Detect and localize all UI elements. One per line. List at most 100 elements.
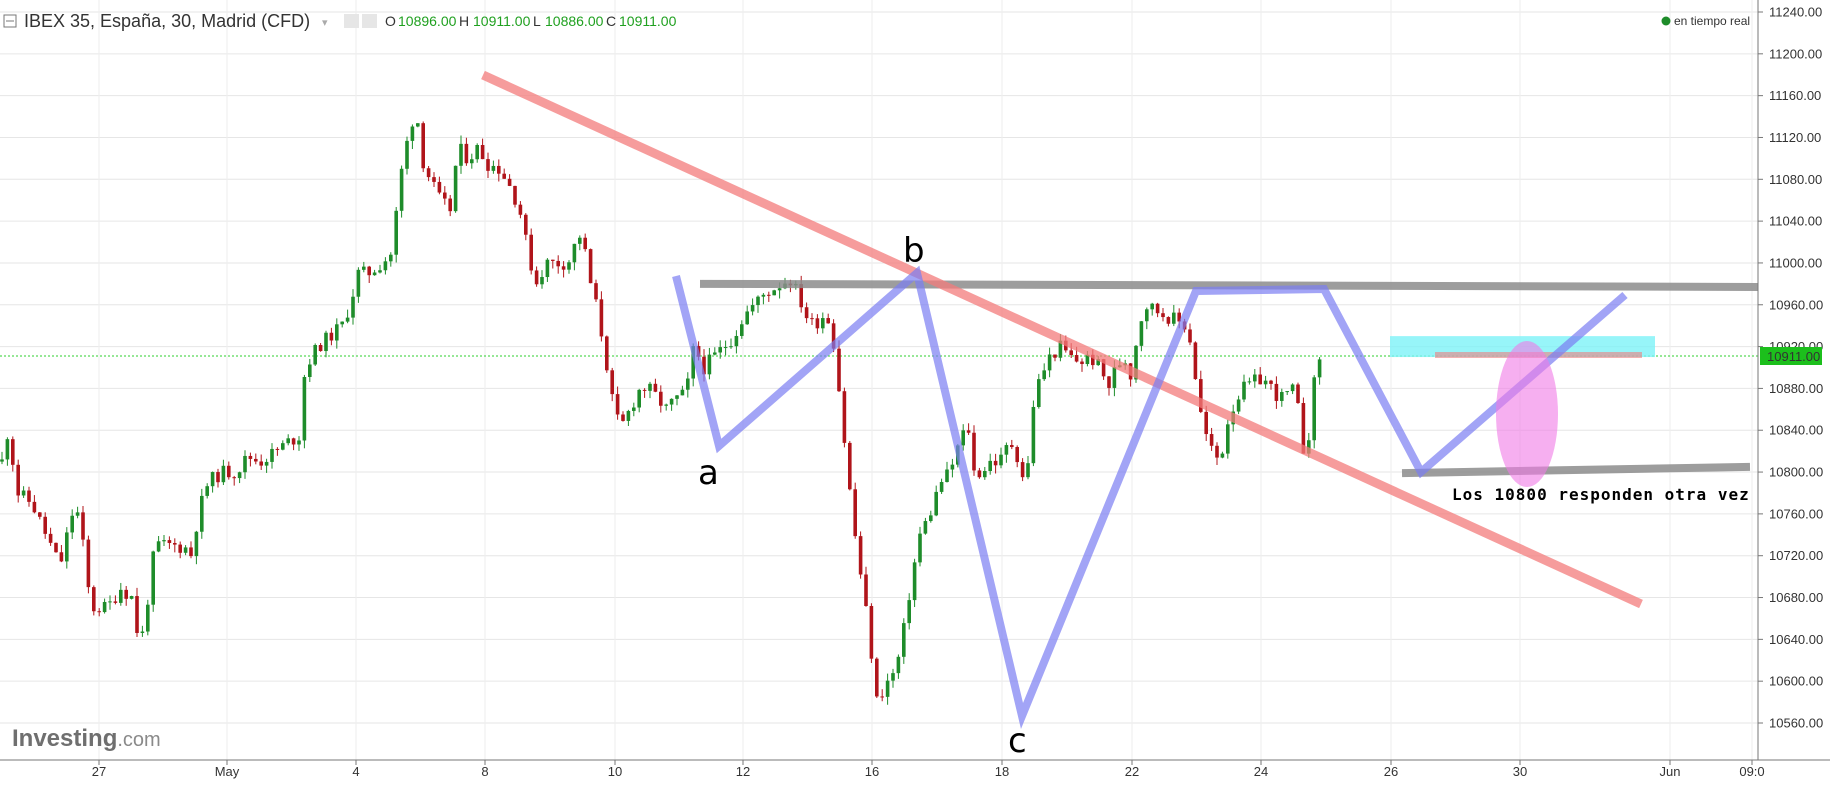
chevron-down-icon[interactable]: ▾	[322, 17, 328, 29]
candle-body	[405, 140, 409, 169]
candle-body	[156, 541, 161, 552]
candle-body	[929, 515, 933, 522]
candle-body	[1172, 312, 1176, 324]
time-axis[interactable]: 27 May 4 8 10 12 16 18 22 24 26 30 Jun 09:0	[0, 759, 1830, 779]
candle-body	[237, 472, 242, 479]
candle-body	[880, 696, 884, 698]
candle-body	[254, 458, 258, 462]
candle-body	[146, 604, 150, 632]
candle-body	[561, 266, 566, 270]
candle-body	[1242, 381, 1246, 400]
candle-body	[804, 307, 809, 319]
close-icon[interactable]	[362, 14, 377, 28]
candle-body	[858, 536, 863, 575]
high-label: H	[459, 13, 469, 29]
open-label: O	[385, 13, 396, 29]
candle-body	[178, 544, 182, 553]
descending-trendline[interactable]	[481, 70, 1643, 609]
current-price-tag[interactable]	[1760, 346, 1822, 365]
time-tick-label: 27	[92, 764, 106, 779]
candle-body	[1236, 399, 1241, 412]
symbol-title[interactable]: IBEX 35, España, 30, Madrid (CFD)	[24, 11, 310, 31]
candle-body	[351, 296, 355, 318]
candle-body	[950, 464, 955, 470]
candle-body	[1053, 354, 1057, 358]
price-tick-label: 11240.00	[1769, 5, 1822, 20]
close-value: 10911.00	[619, 13, 677, 29]
candle-body	[221, 465, 226, 483]
price-axis[interactable]: 11240.00 11200.00 11160.00 11120.00 11080.00…	[1757, 0, 1823, 760]
candle-body	[729, 346, 733, 348]
candle-body	[200, 495, 204, 532]
candle-body	[1074, 355, 1079, 362]
candle-body	[1096, 359, 1100, 366]
candle-body	[502, 173, 506, 179]
candle-body	[1188, 329, 1192, 343]
candle-body	[513, 185, 517, 205]
time-tick-label: 09:0	[1739, 764, 1764, 779]
candle-body	[507, 178, 512, 186]
support-level-line[interactable]	[1401, 462, 1751, 478]
candle-body	[1112, 367, 1117, 388]
candle-body	[1020, 462, 1025, 478]
candle-body	[318, 345, 323, 352]
candle-body	[594, 283, 598, 300]
price-tick-label: 11160.00	[1769, 88, 1821, 103]
candle-body	[1215, 445, 1219, 458]
candle-body	[972, 432, 976, 471]
high-value: 10911.00	[473, 13, 531, 29]
candle-body	[551, 259, 555, 261]
candle-body	[416, 123, 420, 127]
time-tick-label: 8	[481, 764, 488, 779]
candle-body	[270, 448, 274, 462]
candle-body	[362, 266, 366, 270]
candle-body	[65, 532, 69, 562]
candle-body	[1037, 379, 1041, 407]
candle-body	[907, 600, 911, 624]
candle-body	[999, 454, 1003, 466]
candle-body	[664, 404, 668, 406]
candle-body	[1226, 424, 1230, 454]
price-tick-label: 10600.00	[1769, 674, 1823, 689]
candle-body	[432, 177, 436, 182]
candle-body	[1004, 445, 1009, 455]
price-tick-label: 10960.00	[1769, 297, 1823, 312]
time-tick-label: 26	[1384, 764, 1398, 779]
candle-body	[556, 260, 560, 267]
candle-body	[599, 299, 604, 337]
settings-icon[interactable]	[344, 14, 359, 28]
candle-body	[410, 126, 415, 141]
collapse-icon[interactable]	[3, 14, 17, 28]
candle-body	[470, 159, 474, 164]
candle-body	[335, 324, 339, 341]
candle-body	[875, 658, 879, 697]
candle-body	[1177, 312, 1181, 322]
close-label: C	[606, 13, 616, 29]
time-tick-label: 16	[865, 764, 879, 779]
candle-body	[1015, 447, 1019, 463]
time-tick-label: Jun	[1660, 764, 1681, 779]
price-tick-label: 11080.00	[1769, 172, 1822, 187]
candle-body	[394, 210, 398, 255]
candle-body	[988, 460, 992, 472]
candle-body	[945, 469, 949, 483]
candle-body	[691, 346, 695, 379]
candle-body	[464, 143, 469, 164]
candle-body	[626, 410, 631, 421]
highlight-ellipse[interactable]	[1496, 341, 1558, 487]
candle-body	[723, 347, 728, 349]
time-tick-label: 24	[1254, 764, 1268, 779]
candle-body	[767, 294, 771, 296]
candle-body	[610, 370, 614, 395]
candle-body	[475, 145, 479, 160]
candle-body	[572, 243, 577, 263]
candle-body	[1026, 463, 1030, 478]
candle-body	[1312, 377, 1316, 441]
abc-pattern-lines[interactable]	[672, 265, 1628, 730]
candle-body	[1047, 354, 1052, 371]
candle-body	[329, 332, 334, 341]
candle-body	[459, 143, 463, 166]
resistance-level-line[interactable]	[699, 279, 1759, 291]
